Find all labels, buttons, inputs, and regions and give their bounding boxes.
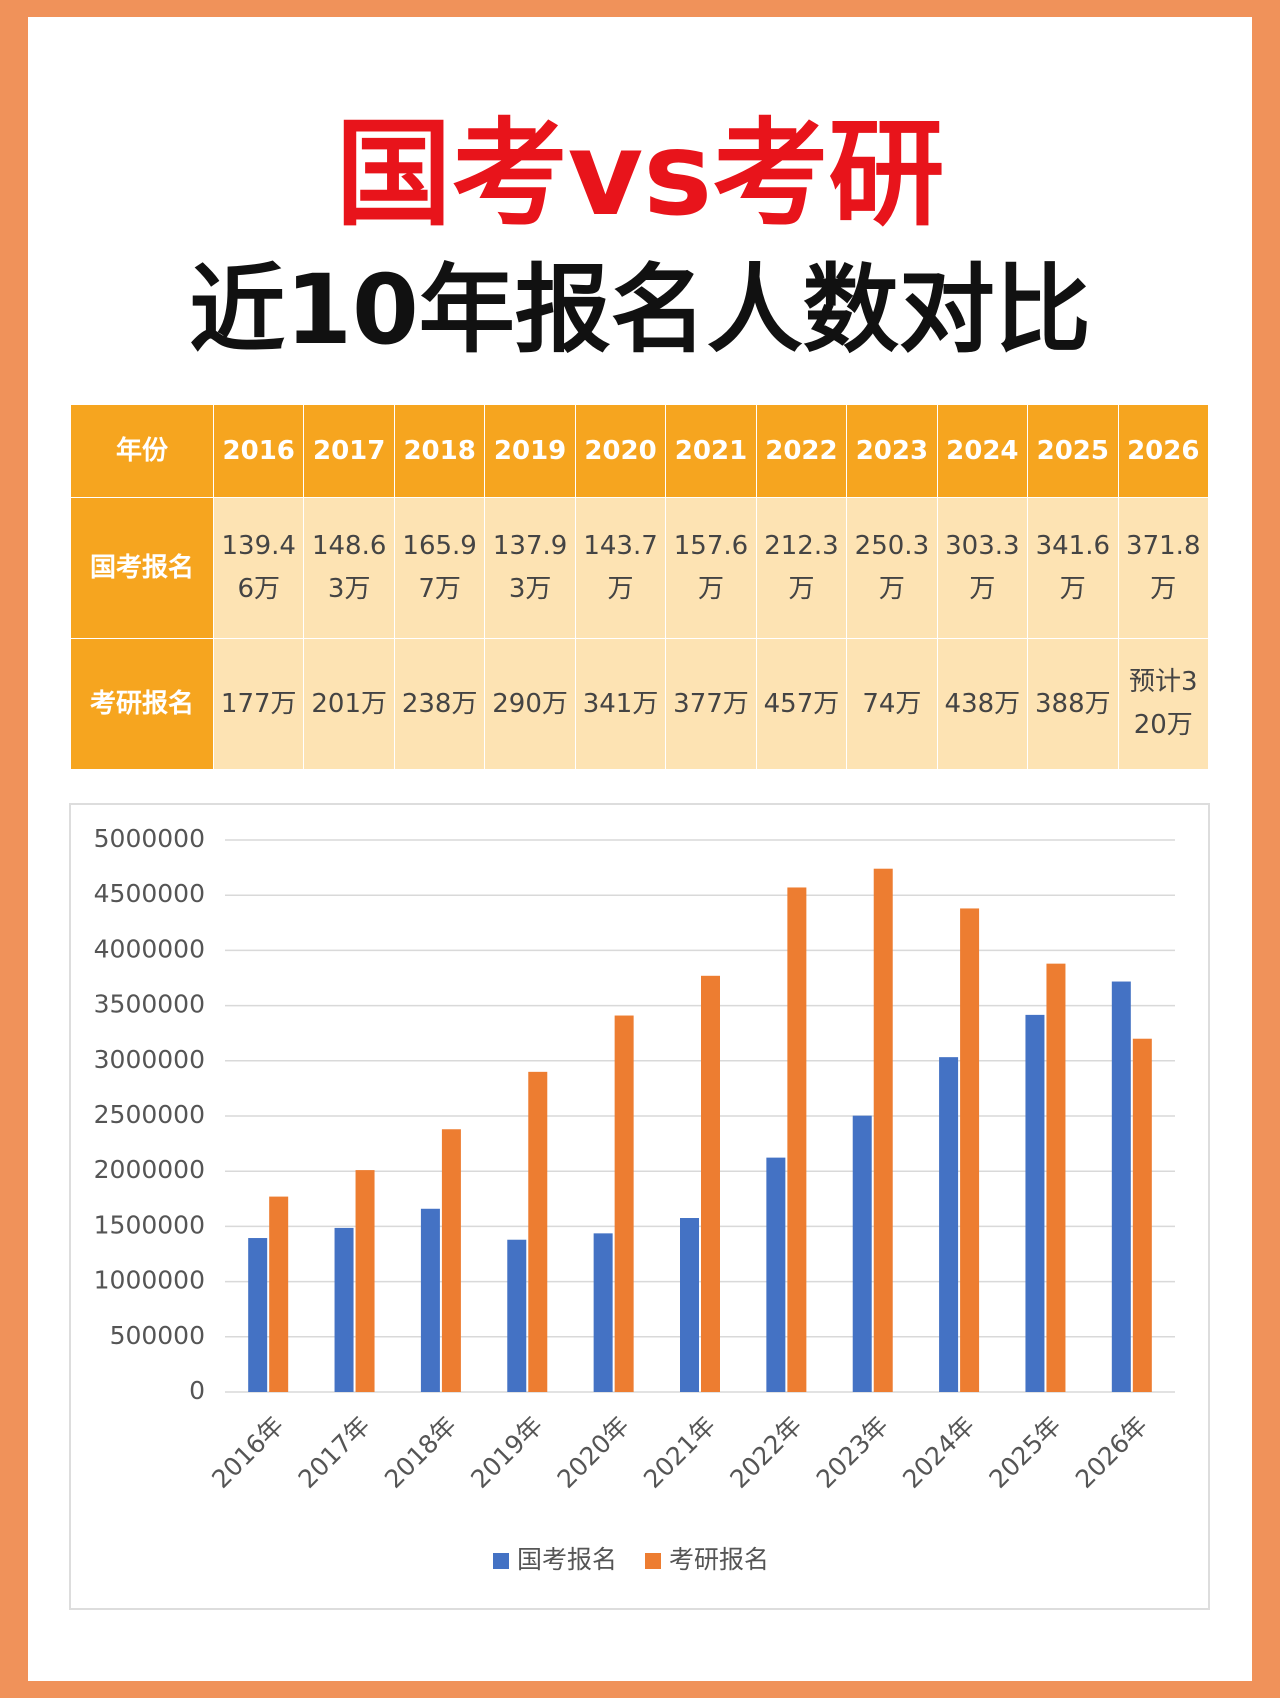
cell: 303.3万	[936, 497, 1029, 639]
bar	[1046, 963, 1066, 1392]
cell: 457万	[755, 638, 848, 770]
y-tick-label: 1000000	[94, 1266, 205, 1295]
cell: 388万	[1027, 638, 1119, 770]
bar	[1132, 1038, 1152, 1392]
y-tick-label: 0	[189, 1376, 205, 1405]
cell: 148.63万	[303, 497, 395, 639]
cell: 137.93万	[484, 497, 576, 639]
header-cell: 2018	[393, 404, 486, 498]
chart-frame	[69, 803, 1210, 1610]
cell: 165.97万	[393, 497, 486, 639]
bar	[614, 1015, 634, 1392]
cell: 438万	[936, 638, 1029, 770]
bar	[873, 868, 893, 1392]
row-header: 考研报名	[70, 638, 214, 770]
cell: 377万	[665, 638, 757, 770]
title: 国考vs考研	[335, 107, 945, 242]
bar	[507, 1239, 527, 1392]
bar	[593, 1233, 613, 1392]
bar	[420, 1208, 440, 1392]
y-tick-label: 5000000	[94, 824, 205, 853]
header-cell: 2026	[1117, 404, 1210, 498]
bar	[441, 1129, 461, 1392]
y-tick-label: 500000	[110, 1321, 205, 1350]
y-tick-label: 4000000	[94, 934, 205, 963]
bar	[269, 1196, 289, 1392]
legend-swatch	[645, 1553, 661, 1569]
y-tick-label: 3500000	[94, 990, 205, 1019]
header-cell: 2019	[484, 404, 576, 498]
data-table: 年份 2016 2017 2018 2019 2020 2021 2022 2023 2024 20…	[70, 404, 1210, 770]
cell: 212.3万	[755, 497, 848, 639]
legend-label: 国考报名	[517, 1545, 617, 1574]
header-cell: 2022	[755, 404, 848, 498]
cell: 238万	[393, 638, 486, 770]
cell: 201万	[303, 638, 395, 770]
y-tick-label: 3000000	[94, 1045, 205, 1074]
cell: 74万	[846, 638, 938, 770]
header-cell: 2025	[1027, 404, 1119, 498]
bar	[355, 1170, 375, 1392]
cell: 143.7万	[574, 497, 667, 639]
y-tick-label: 1500000	[94, 1210, 205, 1239]
table-row: 国考报名 139.46万 148.63万 165.97万 137.93万 143.7万 15…	[70, 497, 1210, 639]
bar	[248, 1238, 268, 1392]
header-cell: 2017	[303, 404, 395, 498]
y-tick-label: 4500000	[94, 879, 205, 908]
cell: 341.6万	[1027, 497, 1119, 639]
header-cell: 2024	[936, 404, 1029, 498]
cell: 预计320万	[1117, 638, 1210, 770]
cell: 177万	[212, 638, 305, 770]
y-tick-label: 2000000	[94, 1155, 205, 1184]
row-header: 国考报名	[70, 497, 214, 639]
header-cell: 2023	[846, 404, 938, 498]
cell: 250.3万	[846, 497, 938, 639]
bar	[701, 975, 720, 1392]
bar	[528, 1071, 548, 1392]
bar	[1025, 1014, 1045, 1392]
header-cell: 2020	[574, 404, 667, 498]
cell: 139.46万	[212, 497, 305, 639]
cell: 371.8万	[1117, 497, 1210, 639]
bar	[852, 1115, 872, 1392]
cell: 290万	[484, 638, 576, 770]
bar	[334, 1227, 354, 1392]
bar	[960, 908, 980, 1392]
bar	[680, 1218, 699, 1392]
y-tick-label: 2500000	[94, 1100, 205, 1129]
legend-label: 考研报名	[669, 1545, 769, 1574]
subtitle: 近10年报名人数对比	[189, 254, 1091, 366]
table-row: 考研报名 177万 201万 238万 290万 341万 377万 457万 74万 438万 3…	[70, 638, 1210, 770]
bar	[766, 1157, 786, 1392]
table-header-row: 年份 2016 2017 2018 2019 2020 2021 2022 2023 2024 20…	[70, 404, 1210, 498]
bar	[787, 887, 807, 1392]
bar	[939, 1057, 959, 1392]
bar	[1111, 981, 1131, 1392]
legend-swatch	[493, 1553, 509, 1569]
cell: 341万	[574, 638, 667, 770]
